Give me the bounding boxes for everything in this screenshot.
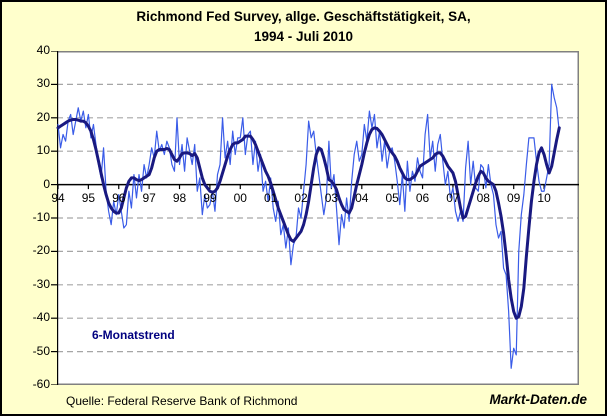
- x-tick-label: 99: [203, 190, 217, 205]
- x-tick-label: 03: [324, 190, 339, 205]
- y-tick-label: 0: [43, 176, 50, 191]
- y-tick-label: 20: [36, 109, 50, 124]
- x-tick-label: 97: [142, 190, 156, 205]
- x-tick-label: 08: [476, 190, 490, 205]
- source-note: Quelle: Federal Reserve Bank of Richmond: [66, 394, 298, 408]
- x-tick-label: 02: [294, 190, 308, 205]
- trend-series-label: 6-Monatstrend: [92, 328, 175, 342]
- chart-title-line2: 1994 - Juli 2010: [253, 28, 354, 44]
- x-tick-label: 06: [415, 190, 430, 205]
- y-tick-label: -20: [32, 243, 50, 258]
- x-tick-label: 05: [385, 190, 399, 205]
- y-tick-label: -60: [32, 377, 50, 391]
- line-chart: [51, 51, 579, 385]
- y-tick-label: -50: [32, 343, 50, 358]
- y-tick-label: 10: [36, 143, 50, 158]
- x-tick-label: 09: [507, 190, 521, 205]
- monthly-series-line: [57, 83, 560, 369]
- x-tick-label: 98: [172, 190, 187, 205]
- x-tick-label: 96: [112, 190, 126, 205]
- trend-series-line: [56, 117, 561, 320]
- x-tick-label: 01: [263, 190, 278, 205]
- series-lines: [56, 83, 561, 369]
- x-tick-label: 10: [537, 190, 551, 205]
- x-tick-label: 00: [233, 190, 247, 205]
- x-tick-label: 07: [446, 190, 460, 205]
- y-tick-label: 30: [36, 76, 50, 91]
- chart-title-line1: Richmond Fed Survey, allge. Geschäftstät…: [136, 9, 471, 24]
- y-tick-label: -30: [32, 276, 50, 291]
- brand-logo-text: Markt-Daten.de: [489, 392, 587, 407]
- x-tick-label: 95: [81, 190, 96, 205]
- y-tick-label: -40: [32, 310, 50, 325]
- chart-title: Richmond Fed Survey, allge. Geschäftstät…: [2, 7, 605, 46]
- x-tick-label: 94: [51, 190, 65, 205]
- y-tick-label: 40: [36, 43, 50, 57]
- x-tick-label: 04: [355, 190, 369, 205]
- y-tick-label: -10: [32, 210, 50, 224]
